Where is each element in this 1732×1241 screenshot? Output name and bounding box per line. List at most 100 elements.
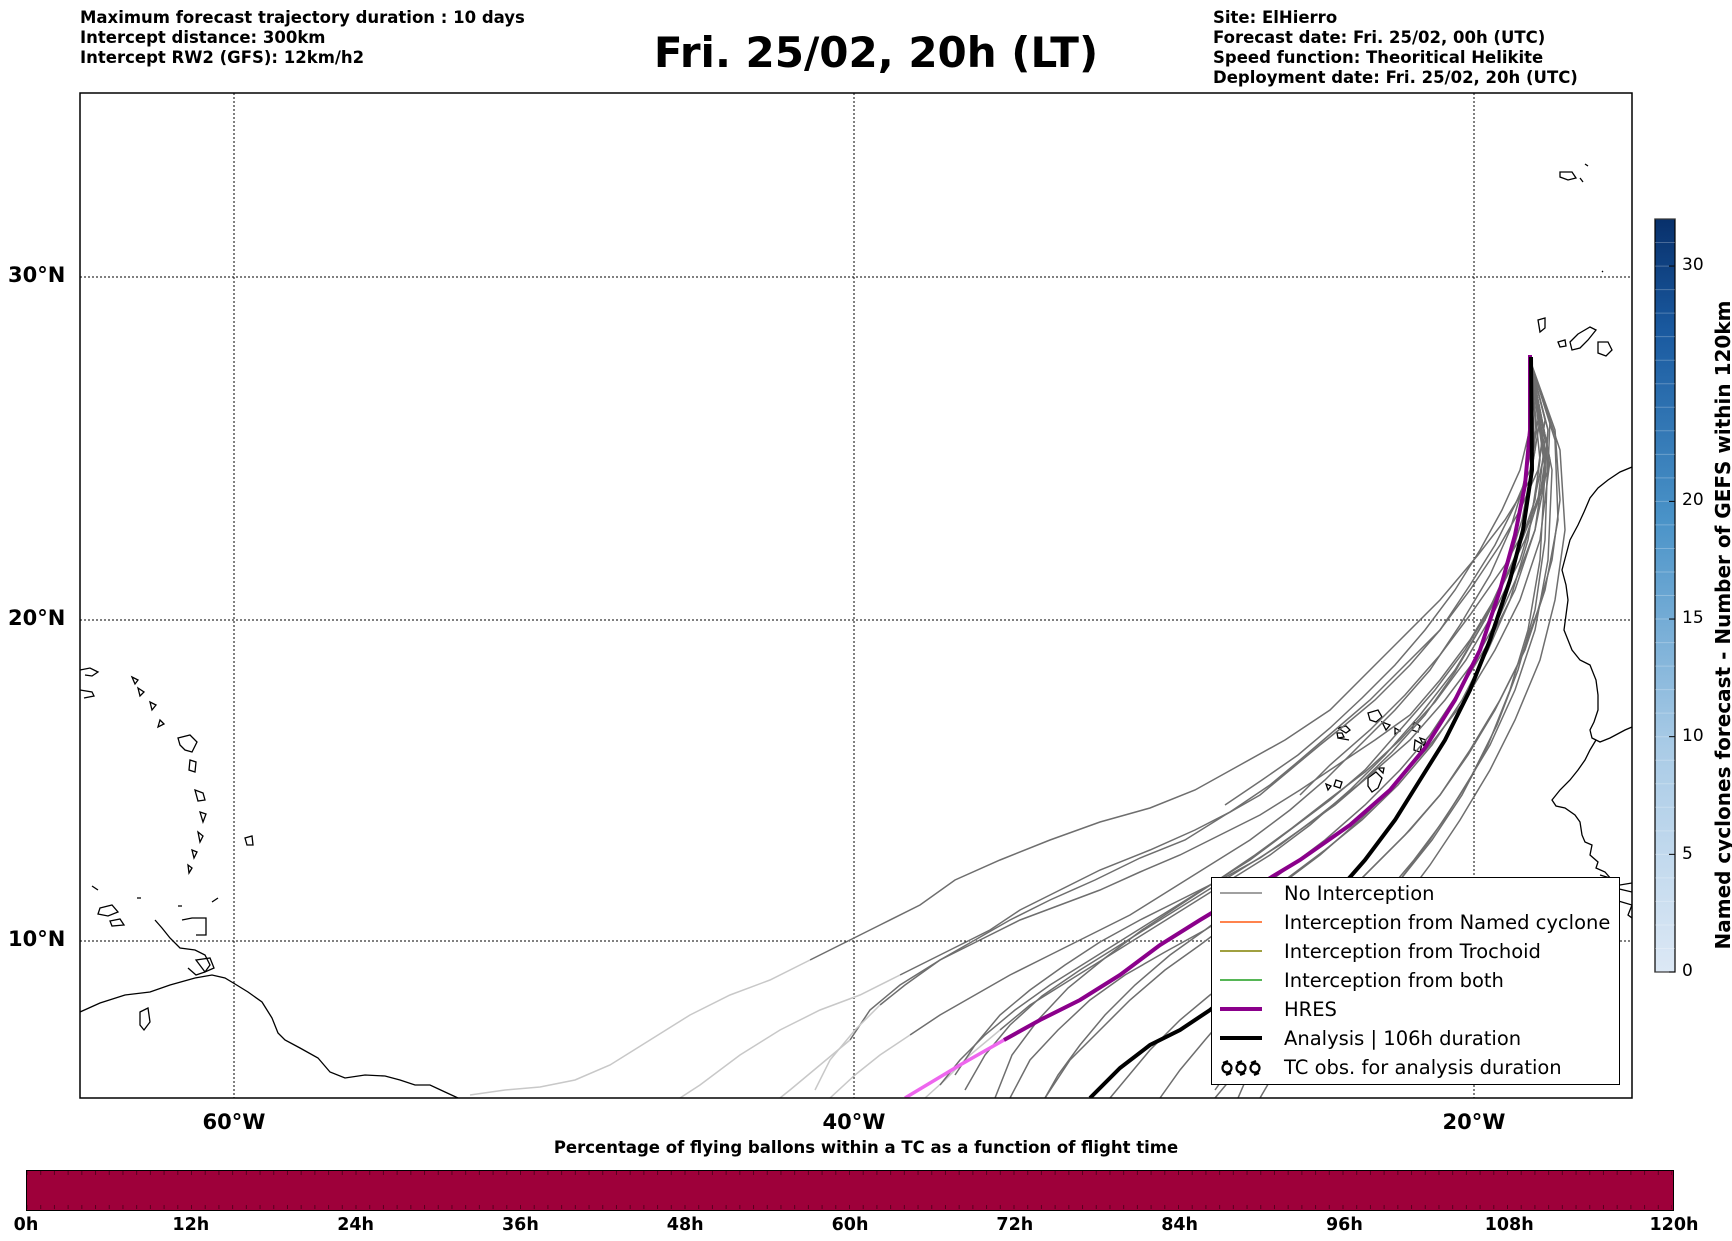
coast-barbados: [244, 835, 254, 846]
coast-west-africa: [1561, 466, 1632, 743]
header-deployment-date: Deployment date: Fri. 25/02, 20h (UTC): [1213, 68, 1578, 87]
colorbar-tick-0: 0: [1682, 961, 1693, 981]
header-speed-function: Speed function: Theoritical Helikite: [1213, 48, 1544, 67]
coast-senegal: [1551, 739, 1632, 886]
bottom-bar-tick-label: 60h: [831, 1215, 869, 1235]
legend-label-trochoid: Interception from Trochoid: [1284, 939, 1541, 963]
lon-label-40w: 40°W: [822, 1110, 886, 1134]
colorbar-tick-10: 10: [1682, 726, 1704, 746]
colorbar-tick-5: 5: [1682, 844, 1693, 864]
coast-islands-1: [130, 675, 166, 729]
ensemble-trajectory: [909, 359, 1537, 1036]
coast-tenerife: [1557, 339, 1567, 348]
cyclone-symbols-icon: [1221, 1059, 1261, 1077]
ensemble-trajectory: [879, 359, 1539, 1006]
ensemble-trajectory: [1009, 359, 1541, 1098]
ensemble-trajectory: [809, 359, 1541, 961]
legend-line-analysis: [1220, 1036, 1262, 1040]
coast-trinidad: [194, 957, 215, 973]
legend-label-hres: HRES: [1284, 997, 1337, 1021]
bottom-bar-tick-label: 96h: [1325, 1215, 1363, 1235]
ensemble-trajectory: [679, 974, 901, 1098]
bottom-bar-minor-ticks: [27, 1171, 1672, 1209]
coast-cape-verde-santo-antao: [1367, 709, 1383, 723]
lat-label-10n: 10°N: [8, 927, 66, 951]
right-colorbar: [1654, 218, 1676, 973]
ensemble-trajectory: [1044, 359, 1546, 1098]
bottom-bar-tick-label: 108h: [1484, 1215, 1534, 1235]
coast-gran-canaria: [1597, 341, 1613, 357]
header-forecast-date: Forecast date: Fri. 25/02, 00h (UTC): [1213, 28, 1546, 47]
right-colorbar-ticks: [1655, 218, 1675, 973]
coastlines: [80, 163, 1632, 1098]
page-title-text: Fri. 25/02, 20h (LT): [653, 28, 1099, 77]
coast-venezuela-gulf: [154, 919, 211, 976]
legend-item-both: Interception from both: [1220, 966, 1504, 994]
analysis-trajectory: [1088, 356, 1535, 1098]
bottom-bar-tick-label: 0h: [13, 1215, 39, 1235]
bottom-bar-tick-label: 72h: [996, 1215, 1034, 1235]
legend-item-tc-obs: TC obs. for analysis duration: [1220, 1053, 1562, 1081]
bottom-bar-tick-label: 36h: [501, 1215, 539, 1235]
page-title: Fri. 25/02, 20h (LT): [0, 28, 1732, 77]
header-duration: Maximum forecast trajectory duration : 1…: [80, 8, 525, 27]
map-frame: [79, 92, 1633, 1099]
ensemble-trajectory: [829, 1034, 911, 1098]
coast-cape-verde-maio: [1376, 767, 1385, 775]
bottom-bar-tick-label: 24h: [337, 1215, 374, 1235]
header-intercept-rw2: Intercept RW2 (GFS): 12km/h2: [80, 48, 365, 67]
legend: No Interception Interception from Named …: [1211, 877, 1620, 1085]
header-right-info: Site: ElHierro Forecast date: Fri. 25/02…: [1213, 8, 1578, 88]
legend-item-hres: HRES: [1220, 995, 1337, 1023]
lat-label-30n: 30°N: [8, 263, 66, 287]
coast-cape-verde-brava: [1324, 782, 1333, 792]
header-left-info: Maximum forecast trajectory duration : 1…: [80, 8, 525, 68]
coast-cape-verde-santiago: [1367, 771, 1383, 793]
coast-dot: [1601, 270, 1604, 273]
hres-trajectory: [1003, 355, 1532, 1042]
coast-lanzarote: [1537, 317, 1546, 334]
legend-line-trochoid: [1220, 950, 1262, 952]
legend-label-analysis: Analysis | 106h duration: [1284, 1026, 1522, 1050]
lon-label-60w: 60°W: [202, 1110, 266, 1134]
legend-line-hres: [1220, 1007, 1262, 1011]
coast-south-america: [80, 974, 459, 1098]
header-site: Site: ElHierro: [1213, 8, 1338, 27]
ensemble-trajectory: [1224, 359, 1533, 806]
ensemble-trajectory: [814, 1004, 881, 1091]
bottom-bar-tick-label: 120h: [1649, 1215, 1699, 1235]
ensemble-trajectory: [469, 959, 811, 1096]
coast-cape-verde-sao-nicolau: [1336, 725, 1351, 741]
legend-line-both: [1220, 979, 1262, 981]
hres-trajectory-faded: [904, 1038, 1005, 1098]
lat-label-20n: 20°N: [8, 606, 66, 630]
coast-caribbean-north-1: [80, 667, 100, 677]
coast-puerto-rico: [80, 689, 95, 699]
legend-item-analysis: Analysis | 106h duration: [1220, 1024, 1521, 1052]
legend-item-no-interception: No Interception: [1220, 879, 1435, 907]
legend-line-no-interception: [1220, 892, 1262, 894]
ensemble-trajectories: [469, 359, 1566, 1098]
coast-tobago: [181, 917, 207, 936]
colorbar-tick-15: 15: [1682, 608, 1704, 628]
legend-label-tc-obs: TC obs. for analysis duration: [1284, 1055, 1562, 1079]
legend-label-no-interception: No Interception: [1284, 881, 1435, 905]
bottom-percentage-bar: [26, 1170, 1674, 1211]
ensemble-trajectory: [994, 359, 1546, 1098]
coast-guadeloupe: [177, 734, 198, 753]
colorbar-tick-20: 20: [1682, 490, 1704, 510]
ensemble-trajectory: [899, 359, 1546, 976]
coast-margarita: [139, 1007, 151, 1032]
header-intercept-distance: Intercept distance: 300km: [80, 28, 326, 47]
colorbar-tick-30: 30: [1682, 255, 1704, 275]
bottom-bar-tick-label: 48h: [666, 1215, 704, 1235]
legend-label-named-cyclone: Interception from Named cyclone: [1284, 910, 1611, 934]
legend-line-named-cyclone: [1220, 921, 1262, 923]
right-colorbar-fill: [1654, 218, 1676, 973]
legend-item-named-cyclone: Interception from Named cyclone: [1220, 908, 1610, 936]
coast-small-caribbean: [91, 885, 219, 907]
ensemble-trajectory: [1109, 359, 1561, 1098]
ensemble-trajectory: [779, 1039, 851, 1098]
colorbar-label: Named cyclones forecast - Number of GEFS…: [1711, 300, 1732, 950]
lon-label-20w: 20°W: [1442, 1110, 1506, 1134]
